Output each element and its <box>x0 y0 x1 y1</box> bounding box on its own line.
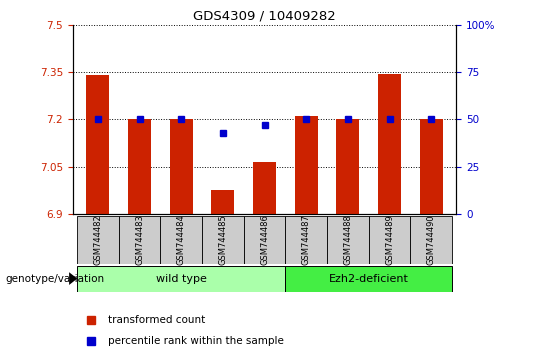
Text: GSM744487: GSM744487 <box>302 215 311 265</box>
Polygon shape <box>69 272 77 285</box>
Bar <box>253 162 276 214</box>
Bar <box>160 216 202 264</box>
Title: GDS4309 / 10409282: GDS4309 / 10409282 <box>193 9 336 22</box>
Bar <box>86 75 110 214</box>
Bar <box>336 120 360 214</box>
Bar <box>212 190 234 214</box>
Text: GSM744486: GSM744486 <box>260 215 269 265</box>
Text: GSM744483: GSM744483 <box>135 215 144 265</box>
Text: GSM744490: GSM744490 <box>427 215 436 265</box>
Bar <box>286 216 327 264</box>
Bar <box>369 216 410 264</box>
Bar <box>295 116 318 214</box>
Text: Ezh2-deficient: Ezh2-deficient <box>329 274 409 284</box>
Text: transformed count: transformed count <box>108 315 205 325</box>
Bar <box>410 216 452 264</box>
Text: genotype/variation: genotype/variation <box>5 274 105 284</box>
Text: wild type: wild type <box>156 274 207 284</box>
Bar <box>327 216 369 264</box>
Bar <box>202 216 244 264</box>
Bar <box>77 216 119 264</box>
Text: GSM744485: GSM744485 <box>218 215 227 265</box>
Bar <box>244 216 286 264</box>
Bar <box>170 120 193 214</box>
Text: GSM744484: GSM744484 <box>177 215 186 265</box>
Text: GSM744488: GSM744488 <box>343 215 353 265</box>
Text: GSM744489: GSM744489 <box>385 215 394 265</box>
Bar <box>420 120 443 214</box>
Text: GSM744482: GSM744482 <box>93 215 103 265</box>
Bar <box>119 216 160 264</box>
Text: percentile rank within the sample: percentile rank within the sample <box>108 336 284 346</box>
Bar <box>286 266 452 292</box>
Bar <box>128 120 151 214</box>
Bar <box>77 266 286 292</box>
Bar <box>378 74 401 214</box>
